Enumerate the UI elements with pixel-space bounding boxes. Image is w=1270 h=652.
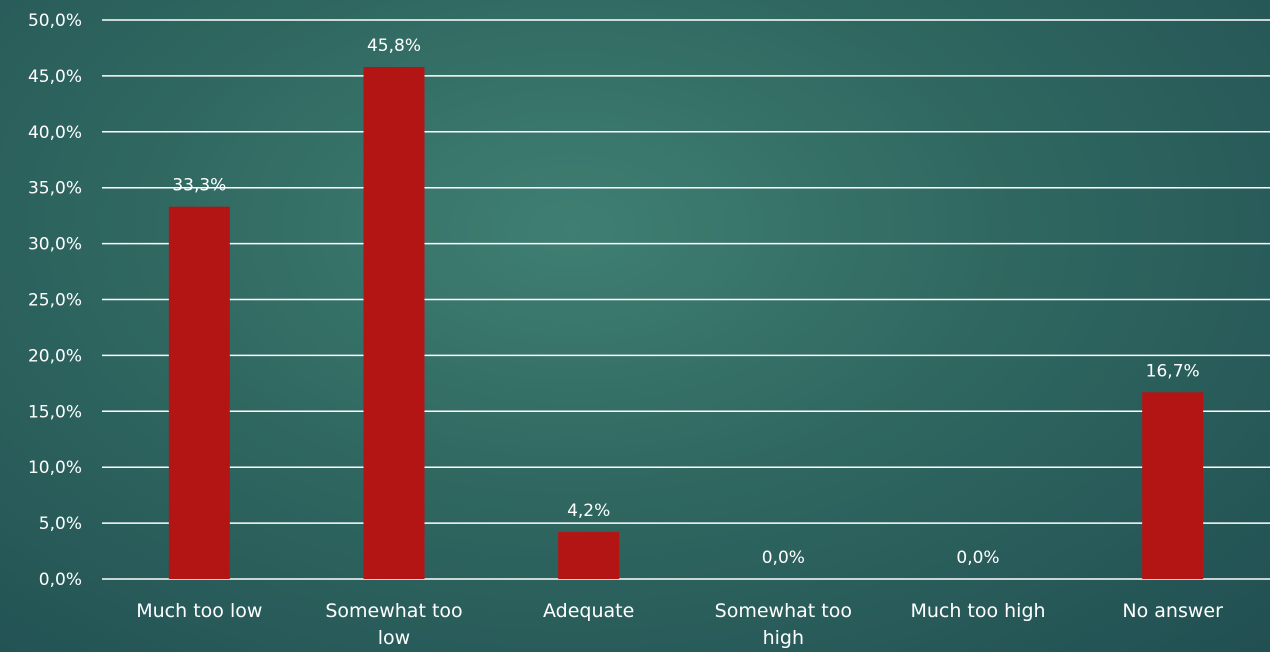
bar — [168, 206, 230, 579]
x-axis-category-labels: Much too low Somewhat too low Adequate Somew… — [136, 600, 1223, 649]
y-tick-label: 20,0% — [28, 346, 82, 366]
data-label: 16,7% — [1146, 361, 1200, 381]
y-axis-tick-labels: 0,0% 5,0% 10,0% 15,0% 20,0% 25,0% 30,0% 35,0% 40… — [28, 11, 82, 590]
y-tick-label: 5,0% — [39, 514, 82, 534]
bar — [363, 66, 425, 580]
y-tick-label: 40,0% — [28, 123, 82, 143]
bars — [168, 66, 1204, 580]
y-tick-label: 30,0% — [28, 235, 82, 255]
y-tick-label: 45,0% — [28, 67, 82, 87]
x-category-label: Much too low — [136, 600, 262, 622]
data-label: 4,2% — [567, 501, 610, 521]
y-tick-label: 15,0% — [28, 402, 82, 422]
x-category-label: Adequate — [543, 600, 634, 622]
data-label: 33,3% — [172, 176, 226, 196]
bar — [1142, 392, 1204, 579]
data-label: 0,0% — [762, 548, 805, 568]
bar — [558, 532, 620, 579]
x-category-label: Much too high — [910, 600, 1045, 622]
data-labels: 33,3% 45,8% 4,2% 0,0% 0,0% 16,7% — [172, 36, 1199, 568]
data-label: 45,8% — [367, 36, 421, 56]
gridlines — [102, 19, 1270, 580]
y-tick-label: 50,0% — [28, 11, 82, 31]
y-tick-label: 25,0% — [28, 291, 82, 311]
y-tick-label: 35,0% — [28, 179, 82, 199]
y-tick-label: 0,0% — [39, 570, 82, 590]
x-category-label: Somewhat too low — [325, 600, 462, 649]
y-tick-label: 10,0% — [28, 458, 82, 478]
x-category-label: No answer — [1122, 600, 1223, 622]
x-category-label: Somewhat too high — [715, 600, 852, 649]
data-label: 0,0% — [956, 548, 999, 568]
